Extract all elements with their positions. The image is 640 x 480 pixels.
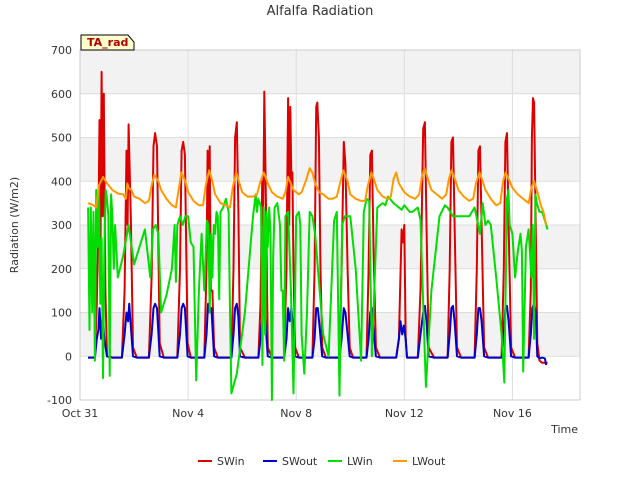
x-tick-label: Oct 31 bbox=[62, 407, 99, 420]
ta-rad-badge: TA_rad bbox=[80, 34, 135, 51]
x-axis-label: Time bbox=[550, 423, 578, 436]
plot-band bbox=[80, 225, 580, 269]
y-tick-label: 700 bbox=[51, 44, 72, 57]
legend-label-lwin: LWin bbox=[347, 455, 373, 468]
y-tick-label: 500 bbox=[51, 132, 72, 145]
legend-label-swout: SWout bbox=[282, 455, 318, 468]
legend-label-lwout: LWout bbox=[412, 455, 446, 468]
legend-label-swin: SWin bbox=[217, 455, 245, 468]
x-tick-label: Nov 8 bbox=[280, 407, 312, 420]
y-tick-label: 600 bbox=[51, 88, 72, 101]
x-tick-label: Nov 16 bbox=[493, 407, 532, 420]
y-tick-label: -100 bbox=[47, 394, 72, 407]
series-swout bbox=[88, 298, 548, 366]
x-tick-label: Nov 4 bbox=[172, 407, 204, 420]
y-tick-label: 400 bbox=[51, 175, 72, 188]
plot-area bbox=[79, 49, 581, 401]
plot-band bbox=[80, 137, 580, 182]
x-axis-ticks: Oct 31 Nov 4 Nov 8 Nov 12 Nov 16 bbox=[62, 407, 532, 420]
x-tick-label: Nov 12 bbox=[385, 407, 424, 420]
chart-title: Alfalfa Radiation bbox=[267, 4, 374, 19]
series-lwin bbox=[87, 184, 549, 401]
y-tick-label: 100 bbox=[51, 307, 72, 320]
y-tick-label: 300 bbox=[51, 219, 72, 232]
legend: SWin SWout LWin LWout bbox=[198, 455, 446, 468]
series-lwout bbox=[87, 167, 548, 226]
ta-rad-badge-label: TA_rad bbox=[87, 36, 128, 49]
plot-band bbox=[80, 50, 580, 94]
y-axis-label: Radiation (W/m2) bbox=[8, 177, 21, 273]
series-layer bbox=[87, 70, 549, 401]
y-axis-ticks: -100 0 100 200 300 400 500 600 700 bbox=[47, 44, 72, 407]
y-tick-label: 0 bbox=[65, 350, 72, 363]
y-tick-label: 200 bbox=[51, 263, 72, 276]
